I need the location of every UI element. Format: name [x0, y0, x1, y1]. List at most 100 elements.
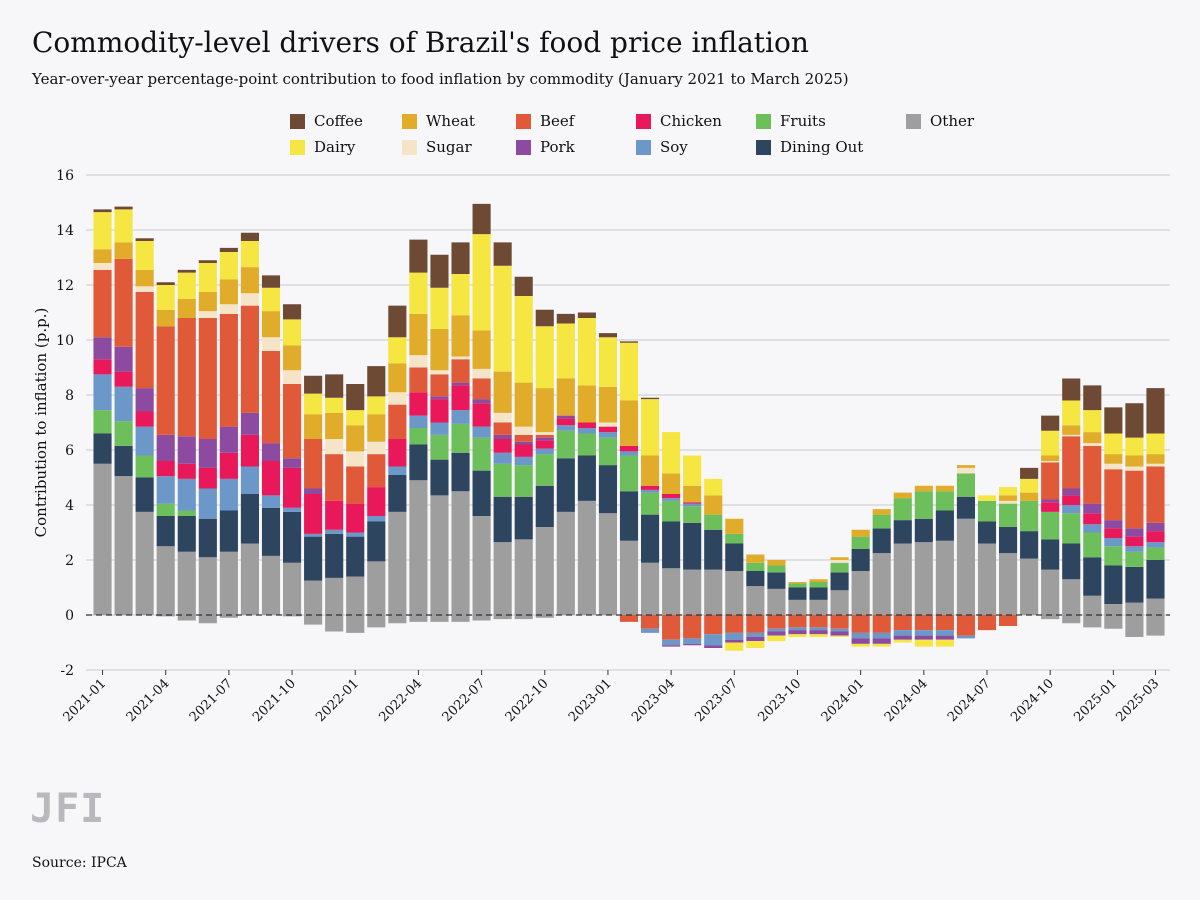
bar-segment-pork-neg — [704, 645, 723, 648]
x-tick-label: 2021-10 — [250, 676, 299, 725]
bar-segment-pork — [261, 443, 281, 461]
chart-subtitle: Year-over-year percentage-point contribu… — [32, 70, 849, 88]
bar-segment-wheat — [577, 385, 596, 423]
bar-segment-wheat — [367, 414, 386, 442]
bar-segment-dairy — [198, 263, 217, 292]
bar-segment-other-neg — [304, 615, 323, 625]
bar-segment-other — [830, 590, 849, 615]
bar-segment-sugar — [430, 370, 449, 375]
bar-segment-beef-neg — [809, 615, 828, 628]
bar-segment-pork — [535, 437, 554, 441]
bar-segment-dining-out — [1041, 539, 1060, 570]
bar-segment-other-neg — [514, 615, 533, 620]
bar-segment-soy — [240, 466, 259, 494]
bar-segment-wheat — [767, 560, 786, 566]
bar-segment-soy-neg — [893, 630, 912, 636]
legend-item-dining-out: Dining Out — [756, 138, 906, 156]
bar-segment-dairy — [156, 285, 175, 310]
bar-segment-fruits — [893, 498, 912, 521]
bar-segment-dining-out — [809, 587, 828, 600]
bar-segment-dining-out — [1125, 566, 1144, 603]
bar-segment-coffee — [198, 260, 217, 263]
bar-segment-beef — [409, 367, 428, 393]
jfi-logo: JFI — [30, 786, 106, 832]
bar-segment-soy-neg — [935, 630, 954, 636]
legend-item-wheat: Wheat — [402, 112, 516, 130]
bar-segment-other — [704, 569, 723, 615]
bar-segment-soy-neg — [830, 628, 849, 632]
bar-segment-beef-neg — [746, 615, 765, 633]
bar-segment-dairy — [325, 397, 344, 413]
bar-segment-dairy — [430, 287, 449, 329]
bar-segment-chicken — [662, 494, 681, 499]
bar-segment-dining-out — [830, 572, 849, 591]
bar-segment-other-neg — [1104, 615, 1123, 629]
legend-label: Other — [930, 112, 975, 130]
bar-segment-pork-neg — [872, 638, 891, 644]
bar-segment-dairy — [999, 487, 1018, 496]
bar-segment-soy — [683, 503, 702, 507]
bar-segment-dining-out — [977, 521, 997, 544]
bar-segment-pork — [283, 458, 302, 468]
bar-segment-beef-neg — [935, 615, 954, 631]
y-axis-label: Contribution to inflation (p.p.) — [32, 308, 50, 538]
bar-segment-chicken — [93, 359, 112, 375]
bar-segment-other — [683, 569, 702, 615]
bar-segment-chicken — [1083, 513, 1102, 525]
bar-segment-soy-neg — [851, 632, 870, 639]
bar-segment-dairy — [493, 265, 512, 372]
x-tick-label: 2024-07 — [945, 676, 994, 725]
bar-segment-other-neg — [1146, 615, 1165, 636]
bar-segment-wheat — [93, 249, 112, 263]
bar-segment-beef — [1104, 469, 1123, 521]
bar-segment-dairy — [304, 393, 323, 415]
legend-swatch — [906, 113, 921, 129]
legend-label: Sugar — [426, 138, 472, 156]
bar-segment-wheat — [283, 345, 302, 371]
bar-segment-dairy — [1083, 410, 1102, 433]
bar-segment-wheat — [325, 412, 344, 439]
bar-segment-dining-out — [135, 477, 154, 512]
bar-segment-other-neg — [388, 615, 407, 624]
bar-segment-wheat — [1041, 455, 1060, 461]
bar-segment-other — [451, 491, 470, 615]
bar-segment-pork-neg — [725, 639, 744, 643]
bar-segment-beef — [325, 454, 344, 501]
bar-segment-beef — [1125, 470, 1144, 529]
bar-segment-sugar — [409, 355, 428, 368]
bar-segment-soy — [135, 426, 154, 456]
bar-segment-other-neg — [535, 615, 554, 618]
bar-segment-wheat — [451, 315, 470, 357]
bar-segment-dairy — [1146, 433, 1165, 455]
bar-segment-fruits — [977, 500, 997, 522]
bar-segment-beef-neg — [725, 615, 744, 633]
bar-segment-chicken — [304, 494, 323, 534]
legend-label: Coffee — [314, 112, 363, 130]
bar-segment-coffee — [1146, 388, 1165, 434]
bar-segment-other — [514, 539, 533, 615]
x-tick-label: 2022-10 — [503, 676, 552, 725]
bar-segment-sugar — [1062, 434, 1081, 437]
bar-segment-sugar — [472, 368, 491, 379]
bar-segment-dairy-neg — [725, 642, 744, 651]
bar-segment-dining-out — [325, 533, 344, 578]
bar-segment-beef — [493, 422, 512, 435]
bar-segment-coffee — [240, 232, 259, 241]
bar-segment-wheat — [851, 529, 870, 537]
bar-segment-other — [135, 511, 154, 615]
bar-segment-coffee — [1125, 403, 1144, 438]
bar-segment-dining-out — [514, 496, 533, 540]
bar-segment-other-neg — [451, 615, 470, 622]
bar-segment-soy — [367, 516, 386, 522]
bar-segment-coffee — [177, 269, 196, 273]
bar-segment-dairy — [598, 337, 617, 387]
bar-segment-soy — [641, 489, 660, 493]
bar-segment-sugar — [598, 422, 617, 427]
bar-segment-dining-out — [767, 572, 786, 589]
bar-segment-wheat — [198, 291, 217, 312]
legend-swatch — [756, 139, 771, 155]
legend-swatch — [402, 139, 417, 155]
bar-segment-soy — [325, 529, 344, 534]
bar-segment-beef — [177, 318, 196, 437]
y-tick-label: 4 — [65, 498, 74, 514]
